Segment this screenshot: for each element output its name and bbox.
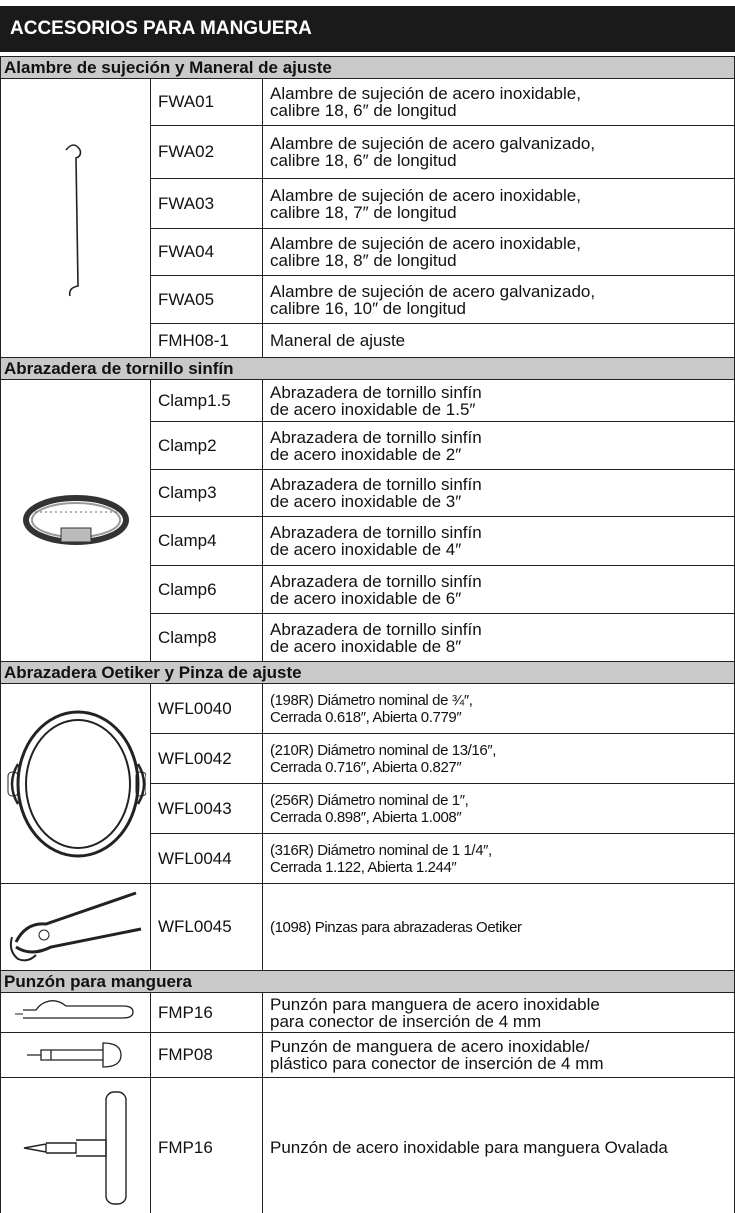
product-code: WFL0043 [150,783,263,834]
description-line: de acero inoxidable de 1.5″ [270,399,476,419]
section-header: Alambre de sujeción y Maneral de ajuste [0,56,735,79]
product-code: WFL0044 [150,833,263,884]
icon [26,1042,122,1068]
product-description: Alambre de sujeción de acero inoxidable,… [262,178,735,229]
product-code: WFL0040 [150,683,263,734]
product-description: (210R) Diámetro nominal de 13/16″, Cerrad… [262,733,735,784]
description-line: Punzón de acero inoxidable para manguera… [270,1138,668,1157]
description-line: Abrazadera de tornillo sinfín [270,523,482,542]
title-bar: ACCESORIOS PARA MANGUERA [0,6,735,52]
product-image [0,683,151,884]
icon [22,494,129,545]
description-line: calibre 16, 10″ de longitud [270,298,466,318]
description-line: (1098) Pinzas para abrazaderas Oetiker [270,918,522,936]
product-description: Alambre de sujeción de acero galvanizado… [262,125,735,179]
product-code: FMP16 [150,1077,263,1213]
section-header: Abrazadera Oetiker y Pinza de ajuste [0,661,735,684]
description-line: Abrazadera de tornillo sinfín [270,619,482,639]
product-description: Maneral de ajuste [262,323,735,358]
product-code: Clamp4 [150,516,263,566]
product-description: Abrazadera de tornillo sinfín de acero in… [262,613,735,662]
product-code: FMP08 [150,1032,263,1078]
description-line: (316R) Diámetro nominal de 1 1/4″, [270,841,492,859]
section-header: Punzón para manguera [0,970,735,993]
product-description: Punzón de acero inoxidable para manguera… [262,1077,735,1213]
product-description: Abrazadera de tornillo sinfín de acero in… [262,379,735,422]
description-line: (256R) Diámetro nominal de 1″, [270,791,469,809]
product-description: Abrazadera de tornillo sinfín de acero in… [262,421,735,470]
product-description: Alambre de sujeción de acero inoxidable,… [262,78,735,126]
product-code: Clamp8 [150,613,263,662]
icon [64,144,81,297]
product-description: (316R) Diámetro nominal de 1 1/4″, Cerrad… [262,833,735,884]
product-code: FWA05 [150,275,263,324]
product-description: Abrazadera de tornillo sinfín de acero in… [262,469,735,517]
description-line: Alambre de sujeción de acero inoxidable, [270,234,581,253]
description-line: (198R) Diámetro nominal de ¾″, [270,691,473,709]
description-line: de acero inoxidable de 4″ [270,540,462,559]
product-code: FMH08-1 [150,323,263,358]
icon [9,891,141,962]
description-line: Alambre de sujeción de acero inoxidable, [270,84,581,103]
description-line: Abrazadera de tornillo sinfín [270,382,482,402]
icon [7,710,146,857]
description-line: Maneral de ajuste [270,331,406,350]
product-code: Clamp1.5 [150,379,263,422]
product-image [0,992,151,1033]
description-line: Alambre de sujeción de acero galvanizado… [270,134,596,153]
product-image [0,379,151,662]
product-description: Alambre de sujeción de acero inoxidable,… [262,228,735,276]
description-line: Punzón para manguera de acero inoxidable [270,994,600,1014]
description-line: Cerrada 0.716″, Abierta 0.827″ [270,758,462,776]
product-code: WFL0042 [150,733,263,784]
section-header: Abrazadera de tornillo sinfín [0,357,735,380]
product-code: FWA04 [150,228,263,276]
description-line: Alambre de sujeción de acero galvanizado… [270,281,596,301]
product-code: FWA02 [150,125,263,179]
product-code: FMP16 [150,992,263,1033]
description-line: plástico para conector de inserción de 4… [270,1054,604,1073]
description-line: (210R) Diámetro nominal de 13/16″, [270,741,496,759]
product-description: (1098) Pinzas para abrazaderas Oetiker [262,883,735,971]
description-line: Alambre de sujeción de acero inoxidable, [270,185,581,205]
icon [14,999,134,1019]
description-line: Cerrada 0.898″, Abierta 1.008″ [270,808,462,826]
description-line: para conector de inserción de 4 mm [270,1011,542,1031]
product-code: WFL0045 [150,883,263,971]
description-line: calibre 18, 6″ de longitud [270,101,457,120]
product-image [0,1077,151,1213]
description-line: Punzón de manguera de acero inoxidable/ [270,1037,590,1056]
description-line: Abrazadera de tornillo sinfín [270,427,482,447]
description-line: calibre 18, 7″ de longitud [270,202,457,222]
product-code: FWA01 [150,78,263,126]
product-code: FWA03 [150,178,263,229]
product-image [0,1032,151,1078]
description-line: de acero inoxidable de 6″ [270,588,462,608]
product-description: Abrazadera de tornillo sinfín de acero in… [262,565,735,614]
product-code: Clamp3 [150,469,263,517]
product-description: Punzón de manguera de acero inoxidable/p… [262,1032,735,1078]
product-code: Clamp6 [150,565,263,614]
description-line: Abrazadera de tornillo sinfín [270,475,482,494]
product-image [0,78,151,358]
icon [23,1090,127,1205]
product-image [0,883,151,971]
product-description: (198R) Diámetro nominal de ¾″, Cerrada 0.… [262,683,735,734]
description-line: Cerrada 0.618″, Abierta 0.779″ [270,708,462,726]
description-line: de acero inoxidable de 3″ [270,492,462,511]
product-description: Punzón para manguera de acero inoxidable… [262,992,735,1033]
description-line: de acero inoxidable de 8″ [270,636,462,656]
product-description: (256R) Diámetro nominal de 1″, Cerrada 0.… [262,783,735,834]
description-line: calibre 18, 8″ de longitud [270,251,457,270]
product-description: Alambre de sujeción de acero galvanizado… [262,275,735,324]
description-line: Abrazadera de tornillo sinfín [270,571,482,591]
product-code: Clamp2 [150,421,263,470]
description-line: Cerrada 1.122, Abierta 1.244″ [270,858,457,876]
description-line: calibre 18, 6″ de longitud [270,151,457,170]
product-description: Abrazadera de tornillo sinfín de acero in… [262,516,735,566]
description-line: de acero inoxidable de 2″ [270,444,462,464]
